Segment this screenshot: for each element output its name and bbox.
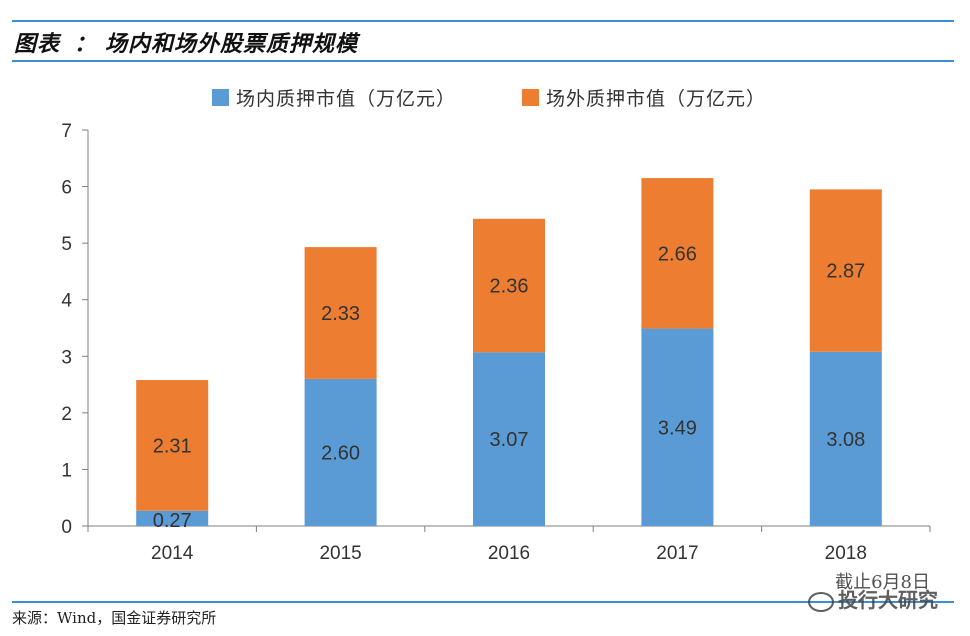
stacked-bar-chart: 0 1 2 3 4 5 6 7 2014 2015 2016 2017 2018 0.27 2.31 2.60… <box>61 88 931 564</box>
data-label: 0.27 <box>153 510 192 532</box>
legend-swatch <box>212 89 229 106</box>
x-tick-label: 2015 <box>319 543 361 564</box>
data-label: 2.33 <box>321 303 360 325</box>
watermark: 投行大研究 <box>808 584 938 613</box>
legend-label: 场外质押市值（万亿元） <box>546 88 766 110</box>
data-label: 2.87 <box>826 261 865 283</box>
y-tick-label: 6 <box>61 178 72 199</box>
data-label: 3.08 <box>826 429 865 451</box>
bar-segment-onshore <box>641 328 714 526</box>
x-tick-label: 2017 <box>656 543 698 564</box>
x-tick-label: 2014 <box>151 543 194 564</box>
title-prefix: 图表 <box>14 31 61 57</box>
data-label: 3.07 <box>490 429 529 451</box>
y-tick-label: 5 <box>61 234 72 255</box>
legend-label: 场内质押市值（万亿元） <box>236 88 456 110</box>
bar-segment-offshore <box>304 247 377 379</box>
page-title: 图表 ： 场内和场外股票质押规模 <box>14 26 358 58</box>
data-label: 2.36 <box>490 276 529 298</box>
title-text: 场内和场外股票质押规模 <box>105 31 359 57</box>
y-tick-label: 4 <box>61 291 72 312</box>
bar-segment-offshore <box>809 189 882 352</box>
header-bottom-rule <box>12 60 954 62</box>
y-tick-label: 0 <box>61 517 72 538</box>
bar-segment-offshore <box>641 178 714 329</box>
x-tick-label: 2016 <box>488 543 530 564</box>
x-tick-label: 2018 <box>825 543 867 564</box>
y-tick-label: 7 <box>61 121 72 142</box>
data-label: 2.31 <box>153 435 192 457</box>
source-note: 来源：Wind，国金证券研究所 <box>12 609 217 627</box>
data-label: 2.66 <box>658 243 697 265</box>
bar-segment-onshore <box>809 351 882 526</box>
wechat-icon <box>808 591 834 612</box>
y-tick-label: 1 <box>61 460 72 481</box>
bar-segment-offshore <box>136 380 209 511</box>
bar-segment-offshore <box>473 218 545 353</box>
data-label: 3.49 <box>658 417 697 439</box>
footer-rule <box>12 601 954 603</box>
data-label: 2.60 <box>321 442 360 464</box>
y-tick-label: 3 <box>61 347 72 368</box>
bar-segment-onshore <box>473 352 545 526</box>
bar-segment-onshore <box>304 378 377 526</box>
legend-swatch <box>522 89 539 106</box>
title-colon: ： <box>74 31 98 57</box>
watermark-text: 投行大研究 <box>838 588 938 612</box>
y-tick-label: 2 <box>61 404 72 425</box>
bar-segment-onshore <box>136 510 209 526</box>
header-top-rule <box>12 20 954 22</box>
date-note: 截止6月8日 <box>835 572 930 593</box>
